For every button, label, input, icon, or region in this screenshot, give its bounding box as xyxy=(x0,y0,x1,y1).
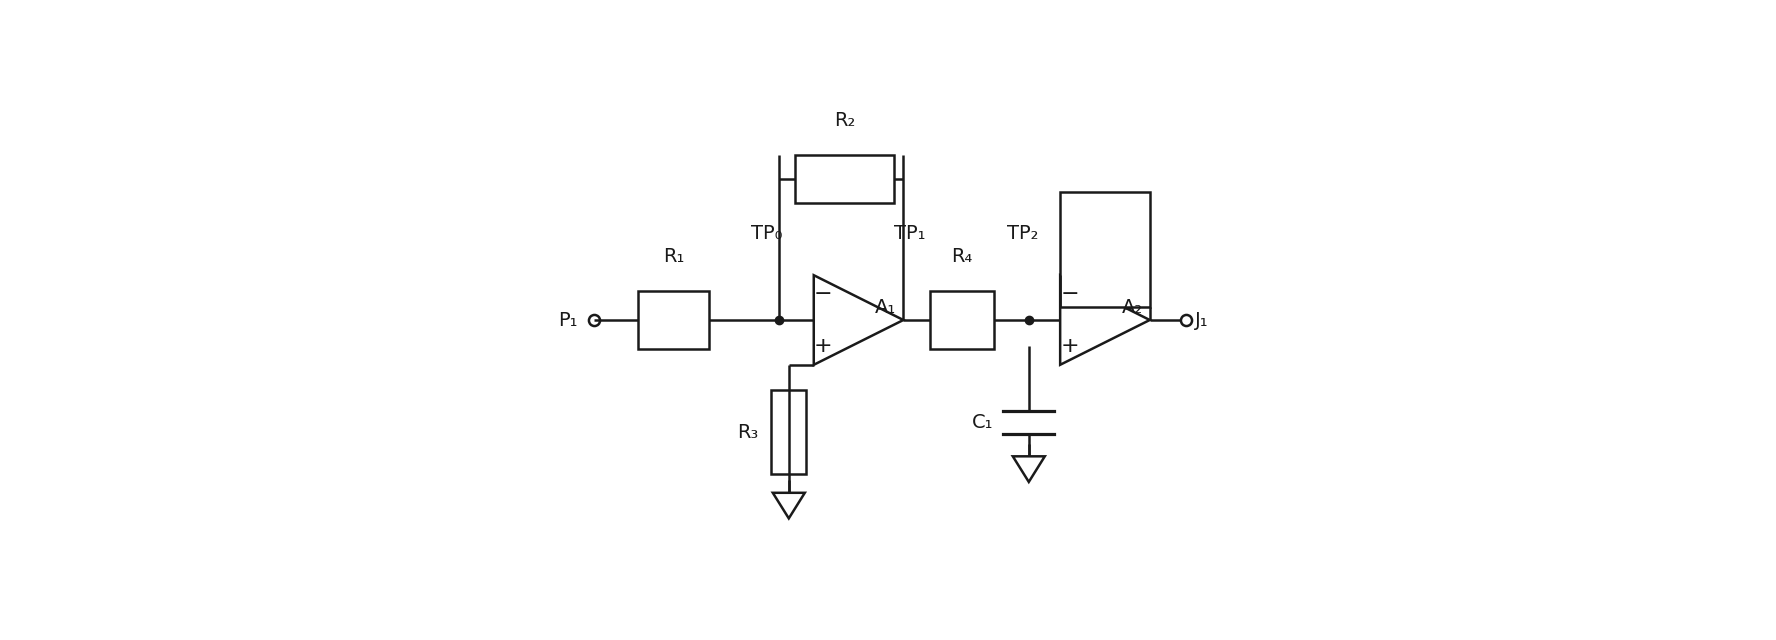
FancyBboxPatch shape xyxy=(771,390,806,474)
Text: R₁: R₁ xyxy=(662,246,684,266)
Text: R₂: R₂ xyxy=(835,111,856,130)
Text: TP₀: TP₀ xyxy=(751,224,781,243)
FancyBboxPatch shape xyxy=(638,291,709,349)
Text: R₄: R₄ xyxy=(950,246,971,266)
FancyBboxPatch shape xyxy=(1060,192,1149,307)
Text: J₁: J₁ xyxy=(1195,310,1209,330)
FancyBboxPatch shape xyxy=(796,156,895,204)
Text: A₂: A₂ xyxy=(1122,298,1142,317)
Text: R₃: R₃ xyxy=(737,422,758,442)
Text: −: − xyxy=(1060,284,1080,305)
Text: +: + xyxy=(1060,335,1080,356)
Text: TP₁: TP₁ xyxy=(893,224,925,243)
FancyBboxPatch shape xyxy=(929,291,993,349)
Text: C₁: C₁ xyxy=(971,413,993,432)
Text: A₁: A₁ xyxy=(876,298,897,317)
Text: TP₂: TP₂ xyxy=(1007,224,1039,243)
Text: −: − xyxy=(813,284,833,305)
Text: P₁: P₁ xyxy=(558,310,577,330)
Text: +: + xyxy=(813,335,833,356)
